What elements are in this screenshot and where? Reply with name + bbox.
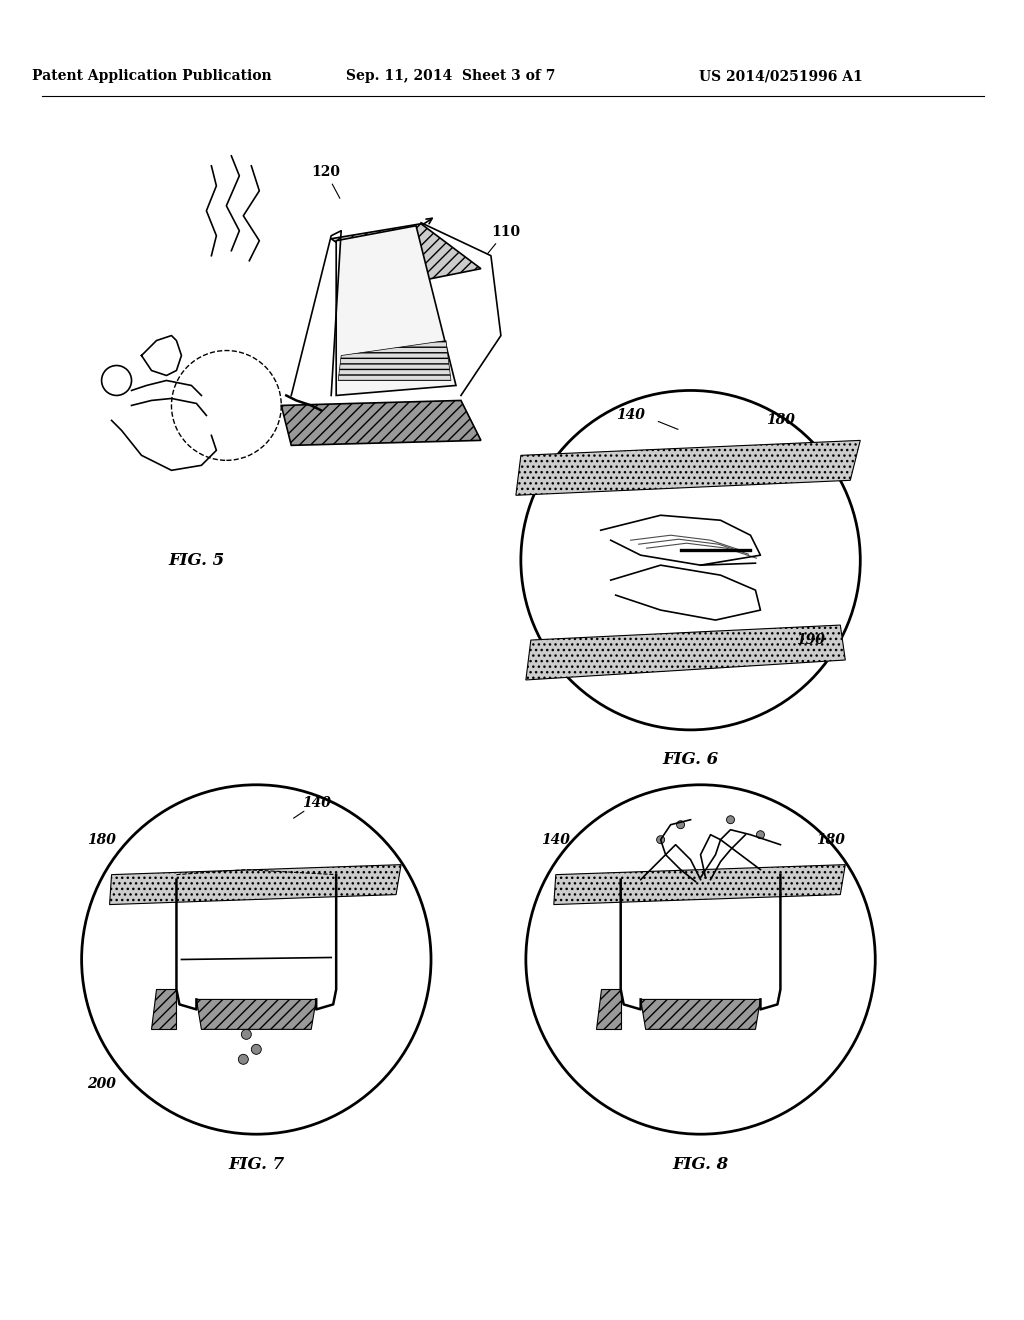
Circle shape [526,785,876,1134]
Polygon shape [516,441,860,495]
Circle shape [677,821,685,829]
Polygon shape [110,865,401,904]
Polygon shape [554,865,845,904]
Text: FIG. 5: FIG. 5 [168,552,224,569]
Text: 180: 180 [816,833,845,846]
Text: FIG. 7: FIG. 7 [228,1155,285,1172]
Polygon shape [641,999,761,1030]
Circle shape [656,836,665,843]
Polygon shape [197,999,316,1030]
Text: Sep. 11, 2014  Sheet 3 of 7: Sep. 11, 2014 Sheet 3 of 7 [346,69,556,83]
Text: 140: 140 [302,796,331,809]
Polygon shape [282,400,481,445]
Text: 120: 120 [311,165,340,198]
Text: FIG. 6: FIG. 6 [663,751,719,768]
Circle shape [251,1044,261,1055]
Circle shape [521,391,860,730]
Text: US 2014/0251996 A1: US 2014/0251996 A1 [698,69,862,83]
Text: 200: 200 [87,1077,116,1092]
Text: 140: 140 [616,408,645,422]
Text: 180: 180 [87,833,116,846]
Polygon shape [152,990,176,1030]
Text: FIG. 8: FIG. 8 [673,1155,729,1172]
Polygon shape [336,226,456,396]
Text: 190: 190 [796,634,824,647]
Text: 140: 140 [542,833,570,846]
Text: Patent Application Publication: Patent Application Publication [32,69,271,83]
Circle shape [82,785,431,1134]
Polygon shape [331,224,481,285]
Circle shape [242,1030,251,1039]
Polygon shape [338,341,451,380]
Circle shape [726,816,734,824]
Polygon shape [526,626,845,680]
Circle shape [239,1055,249,1064]
Text: 180: 180 [766,413,795,428]
Text: 110: 110 [487,224,520,253]
Circle shape [757,830,765,838]
Polygon shape [596,990,621,1030]
